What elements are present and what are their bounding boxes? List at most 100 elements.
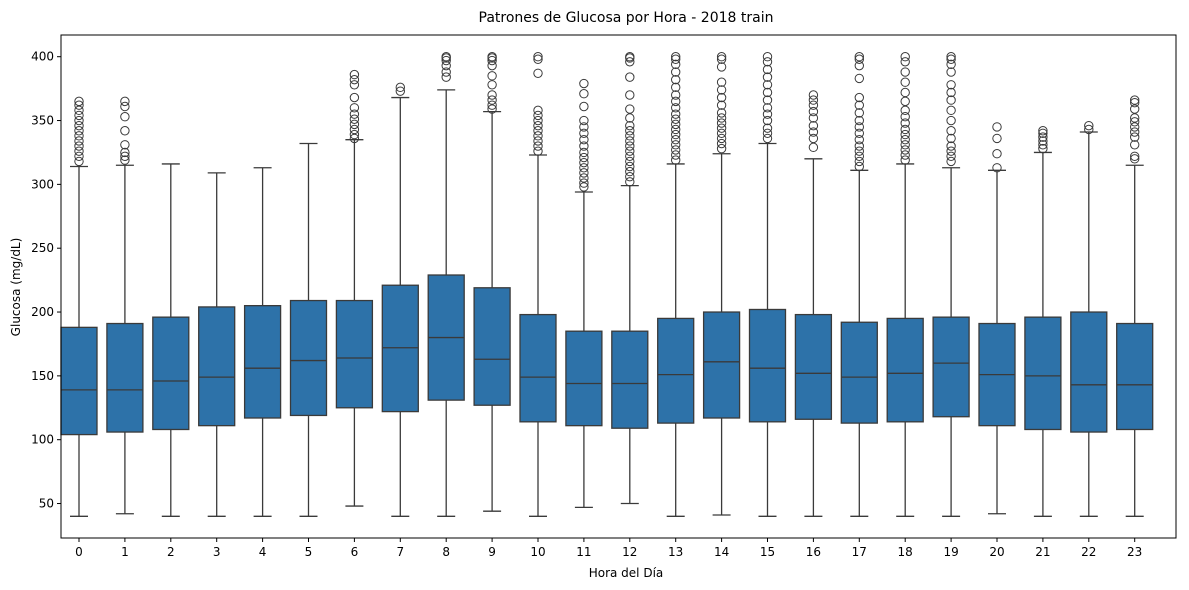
outlier-point [579, 152, 589, 163]
iqr-box [1116, 322, 1154, 431]
outlier-point [854, 151, 864, 161]
x-tick-label: 1 [121, 545, 129, 559]
x-tick-label: 12 [622, 545, 637, 559]
outlier-point [441, 55, 451, 66]
outlier-point [671, 114, 681, 124]
outlier-point [349, 109, 360, 119]
outlier-point [395, 82, 405, 93]
y-axis: 50 100 150 200 250 300 350 400 [31, 50, 61, 511]
box-group-hour-8 [427, 52, 465, 517]
outlier-point [1038, 140, 1048, 150]
iqr-box [106, 322, 144, 433]
outlier-point [671, 109, 681, 119]
outlier-point [992, 133, 1002, 144]
x-tick-label: 11 [576, 545, 591, 559]
box-group-hour-12 [611, 52, 649, 505]
outlier-point [762, 115, 773, 126]
outlier-point [762, 72, 773, 82]
outlier-point [900, 77, 910, 87]
x-tick-label: 22 [1081, 545, 1096, 559]
outlier-point [900, 129, 910, 140]
outlier-point [671, 74, 681, 85]
outlier-point [946, 80, 956, 90]
outlier-point [854, 156, 864, 167]
outlier-point [487, 95, 497, 105]
outlier-point [533, 105, 543, 116]
outlier-point [716, 143, 727, 154]
outlier-point [946, 141, 956, 151]
outlier-point [120, 112, 130, 122]
outlier-point [625, 104, 635, 114]
outlier-point [671, 150, 681, 160]
box-group-hour-6 [335, 69, 374, 507]
x-tick-label: 6 [351, 545, 359, 559]
outlier-point [1130, 122, 1140, 132]
outlier-point [716, 77, 727, 87]
outlier-point [533, 120, 543, 131]
outlier-point [992, 149, 1002, 159]
box-group-hour-21 [1024, 126, 1062, 517]
outlier-point [900, 150, 910, 160]
outlier-point [946, 105, 956, 116]
outlier-point [762, 52, 773, 62]
outlier-point [671, 96, 681, 107]
outlier-point [74, 151, 84, 161]
outlier-point [579, 122, 589, 132]
outlier-point [625, 146, 635, 156]
box-group-hour-9 [473, 52, 511, 512]
outlier-point [854, 146, 864, 156]
outlier-point [900, 57, 910, 67]
outlier-point [579, 182, 589, 192]
outlier-point [854, 60, 864, 71]
outlier-point [1038, 143, 1048, 154]
iqr-box [932, 316, 970, 418]
outlier-point [74, 110, 84, 121]
outlier-point [579, 157, 589, 168]
iqr-box [702, 311, 741, 419]
outlier-point [762, 128, 773, 139]
outlier-point [762, 123, 773, 133]
box-group-hour-7 [381, 82, 419, 517]
outlier-point [74, 156, 84, 167]
outlier-point [625, 72, 635, 82]
outlier-point [349, 103, 360, 113]
outlier-point [671, 59, 681, 70]
outlier-point [900, 124, 910, 135]
outlier-point [120, 155, 130, 165]
outlier-point [120, 126, 130, 136]
outlier-point [625, 120, 635, 131]
x-tick-label: 4 [259, 545, 267, 559]
outlier-point [625, 136, 635, 146]
outlier-point [900, 67, 910, 77]
outlier-point [854, 54, 864, 64]
outlier-point [854, 115, 864, 126]
outlier-point [900, 140, 910, 150]
outlier-point [762, 80, 773, 90]
y-tick-label: 50 [39, 497, 54, 511]
box-group-hour-3 [198, 172, 236, 517]
outlier-point [671, 67, 681, 77]
outlier-point [900, 155, 910, 165]
iqr-box [657, 317, 695, 424]
outlier-point [946, 52, 956, 62]
outlier-point [900, 96, 910, 107]
outlier-point [1130, 104, 1140, 114]
outlier-point [487, 52, 497, 62]
outlier-point [946, 133, 956, 144]
outlier-point [762, 133, 773, 144]
outlier-point [716, 133, 727, 144]
outlier-point [716, 92, 727, 103]
outlier-point [854, 128, 864, 139]
x-tick-label: 2 [167, 545, 175, 559]
outlier-point [716, 138, 727, 149]
outlier-point [625, 52, 635, 62]
outlier-point [74, 141, 84, 151]
outlier-point [395, 86, 405, 96]
iqr-box [60, 326, 98, 436]
outlier-point [900, 87, 910, 98]
outlier-point [762, 57, 773, 67]
outlier-point [579, 178, 589, 188]
y-tick-label: 400 [31, 50, 54, 64]
y-tick-label: 300 [31, 177, 54, 191]
outlier-point [441, 52, 451, 62]
